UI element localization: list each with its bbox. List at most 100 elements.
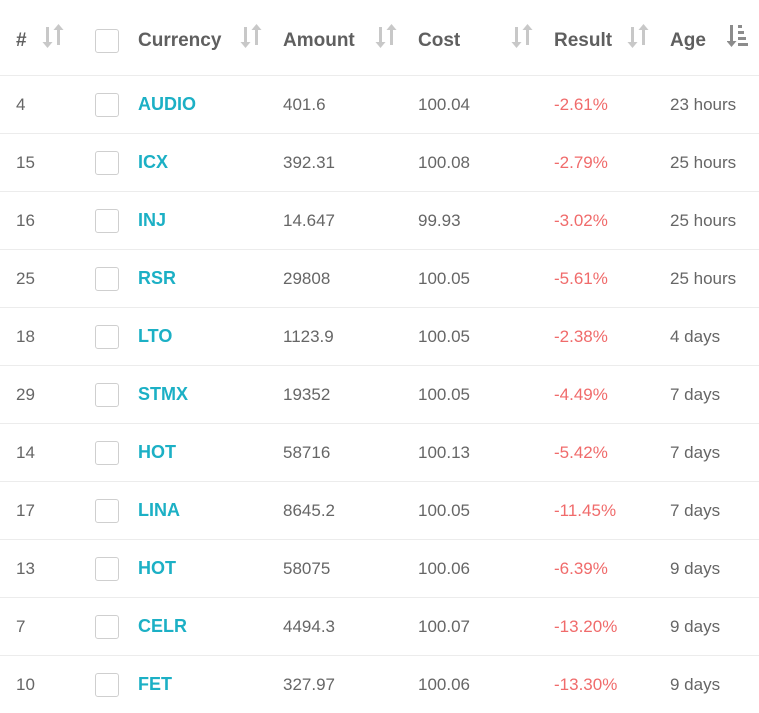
age-cell: 4 days xyxy=(659,308,759,366)
age-cell: 9 days xyxy=(659,598,759,656)
result-cell: -11.45% xyxy=(543,482,659,540)
age-cell: 25 hours xyxy=(659,250,759,308)
row-id: 25 xyxy=(0,250,85,308)
sort-amount-down-icon[interactable] xyxy=(727,23,749,49)
sort-updown-icon[interactable] xyxy=(511,23,533,49)
cost-cell: 100.06 xyxy=(407,656,543,713)
cost-cell: 99.93 xyxy=(407,192,543,250)
currency-link[interactable]: INJ xyxy=(138,210,166,230)
age-cell: 7 days xyxy=(659,482,759,540)
row-id: 13 xyxy=(0,540,85,598)
row-checkbox[interactable] xyxy=(95,383,119,407)
currency-link[interactable]: RSR xyxy=(138,268,176,288)
select-all-checkbox[interactable] xyxy=(95,29,119,53)
currency-link[interactable]: AUDIO xyxy=(138,94,196,114)
column-header-age[interactable]: Age xyxy=(659,0,759,76)
row-checkbox[interactable] xyxy=(95,499,119,523)
currency-link[interactable]: CELR xyxy=(138,616,187,636)
currency-cell: FET xyxy=(127,656,272,713)
currency-link[interactable]: LTO xyxy=(138,326,172,346)
currency-link[interactable]: HOT xyxy=(138,558,176,578)
row-checkbox[interactable] xyxy=(95,325,119,349)
row-checkbox[interactable] xyxy=(95,151,119,175)
amount-cell: 8645.2 xyxy=(272,482,407,540)
cost-cell: 100.06 xyxy=(407,540,543,598)
row-id: 14 xyxy=(0,424,85,482)
cost-cell: 100.07 xyxy=(407,598,543,656)
amount-cell: 19352 xyxy=(272,366,407,424)
age-cell: 7 days xyxy=(659,366,759,424)
amount-cell: 1123.9 xyxy=(272,308,407,366)
header-row: # Currency xyxy=(0,0,759,76)
column-header-cost-label: Cost xyxy=(418,30,460,52)
currency-link[interactable]: ICX xyxy=(138,152,168,172)
currency-link[interactable]: LINA xyxy=(138,500,180,520)
cost-cell: 100.05 xyxy=(407,250,543,308)
column-header-id-label: # xyxy=(16,30,27,52)
cost-cell: 100.04 xyxy=(407,76,543,134)
column-header-id[interactable]: # xyxy=(0,0,85,76)
currency-cell: HOT xyxy=(127,540,272,598)
row-id: 7 xyxy=(0,598,85,656)
column-header-cost[interactable]: Cost xyxy=(407,0,543,76)
cost-cell: 100.05 xyxy=(407,308,543,366)
age-cell: 25 hours xyxy=(659,134,759,192)
row-checkbox[interactable] xyxy=(95,209,119,233)
column-header-result[interactable]: Result xyxy=(543,0,659,76)
row-checkbox[interactable] xyxy=(95,673,119,697)
currency-cell: CELR xyxy=(127,598,272,656)
row-select-cell xyxy=(85,598,127,656)
currency-cell: RSR xyxy=(127,250,272,308)
currency-cell: INJ xyxy=(127,192,272,250)
row-checkbox[interactable] xyxy=(95,441,119,465)
currency-link[interactable]: FET xyxy=(138,674,172,694)
sort-updown-icon[interactable] xyxy=(240,23,262,49)
row-select-cell xyxy=(85,366,127,424)
currency-cell: HOT xyxy=(127,424,272,482)
column-header-result-label: Result xyxy=(554,30,612,52)
column-header-select xyxy=(85,0,127,76)
column-header-amount-label: Amount xyxy=(283,30,355,52)
age-cell: 9 days xyxy=(659,540,759,598)
currency-link[interactable]: STMX xyxy=(138,384,188,404)
amount-cell: 4494.3 xyxy=(272,598,407,656)
column-header-currency-label: Currency xyxy=(138,30,221,52)
result-cell: -6.39% xyxy=(543,540,659,598)
row-checkbox[interactable] xyxy=(95,267,119,291)
row-select-cell xyxy=(85,482,127,540)
row-checkbox[interactable] xyxy=(95,93,119,117)
column-header-amount[interactable]: Amount xyxy=(272,0,407,76)
currency-cell: LTO xyxy=(127,308,272,366)
row-id: 4 xyxy=(0,76,85,134)
sort-updown-icon[interactable] xyxy=(42,23,64,49)
row-select-cell xyxy=(85,192,127,250)
currency-link[interactable]: HOT xyxy=(138,442,176,462)
sort-updown-icon[interactable] xyxy=(375,23,397,49)
row-checkbox[interactable] xyxy=(95,615,119,639)
currency-cell: ICX xyxy=(127,134,272,192)
result-cell: -2.61% xyxy=(543,76,659,134)
result-cell: -4.49% xyxy=(543,366,659,424)
row-checkbox[interactable] xyxy=(95,557,119,581)
amount-cell: 29808 xyxy=(272,250,407,308)
row-id: 10 xyxy=(0,656,85,713)
row-select-cell xyxy=(85,76,127,134)
result-cell: -5.61% xyxy=(543,250,659,308)
sort-updown-icon[interactable] xyxy=(627,23,649,49)
age-cell: 25 hours xyxy=(659,192,759,250)
result-cell: -13.20% xyxy=(543,598,659,656)
age-cell: 9 days xyxy=(659,656,759,713)
column-header-currency[interactable]: Currency xyxy=(127,0,272,76)
